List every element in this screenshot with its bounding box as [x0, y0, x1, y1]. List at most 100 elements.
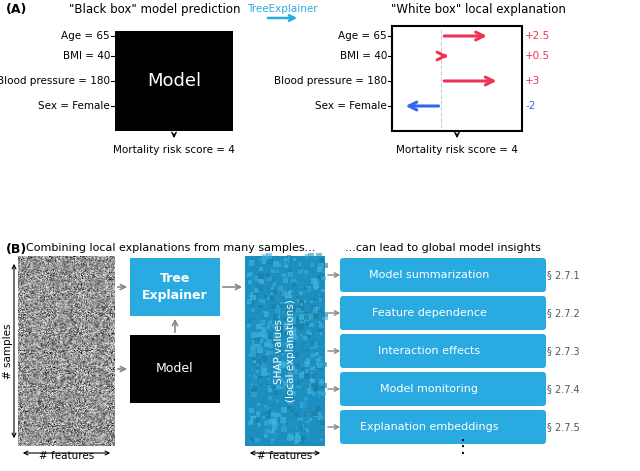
Bar — [292, 354, 295, 357]
Bar — [248, 414, 252, 417]
Bar — [296, 302, 300, 307]
Bar — [269, 290, 275, 296]
Bar — [300, 439, 305, 444]
Bar — [283, 325, 288, 331]
Text: § 2.7.4: § 2.7.4 — [547, 384, 580, 394]
Bar — [283, 317, 286, 320]
Bar — [306, 349, 308, 352]
Bar — [289, 338, 293, 342]
Bar — [305, 358, 310, 363]
Bar — [281, 311, 284, 314]
Bar — [115, 31, 233, 131]
Bar — [269, 260, 272, 263]
Bar — [257, 334, 260, 337]
Bar — [303, 424, 308, 429]
Bar — [276, 356, 280, 359]
Bar — [252, 416, 255, 419]
Bar — [250, 293, 253, 297]
Bar — [318, 423, 321, 426]
Bar — [321, 276, 326, 281]
Bar — [266, 428, 268, 430]
Bar — [277, 417, 282, 422]
Bar — [318, 414, 323, 420]
Bar — [271, 438, 275, 441]
Bar — [301, 268, 303, 271]
Bar — [300, 385, 303, 388]
Bar — [310, 305, 316, 309]
Bar — [268, 378, 269, 380]
Bar — [279, 309, 285, 314]
Bar — [261, 365, 267, 370]
Bar — [303, 417, 305, 419]
Bar — [248, 354, 250, 357]
Bar — [263, 368, 267, 372]
Bar — [252, 347, 255, 350]
Bar — [277, 326, 283, 332]
Bar — [264, 421, 269, 426]
Bar — [255, 364, 258, 367]
Bar — [262, 282, 267, 286]
Bar — [302, 342, 305, 346]
Bar — [287, 348, 294, 354]
Bar — [255, 291, 259, 295]
Bar — [304, 411, 309, 417]
Bar — [318, 263, 324, 268]
Bar — [284, 349, 287, 352]
Bar — [258, 278, 263, 283]
Bar — [312, 438, 316, 443]
Bar — [294, 439, 297, 442]
Bar — [253, 372, 256, 375]
Bar — [282, 294, 287, 299]
Bar — [268, 315, 273, 320]
Bar — [253, 359, 257, 364]
Bar — [294, 353, 297, 355]
Bar — [254, 288, 259, 293]
Bar — [319, 356, 322, 359]
Bar — [292, 316, 296, 320]
Bar — [250, 292, 253, 295]
Bar — [271, 269, 275, 273]
Bar — [307, 314, 312, 319]
Bar — [307, 258, 309, 260]
Bar — [277, 305, 279, 308]
Text: "White box" local explanation: "White box" local explanation — [390, 3, 565, 16]
Bar — [303, 288, 307, 292]
Bar — [303, 362, 308, 367]
Bar — [281, 353, 284, 355]
Bar — [294, 338, 297, 340]
Bar — [256, 359, 261, 365]
Bar — [287, 406, 291, 409]
Bar — [303, 343, 309, 349]
Bar — [314, 410, 319, 416]
Bar — [303, 314, 308, 320]
Bar — [285, 333, 291, 338]
Bar — [283, 322, 289, 328]
Bar — [271, 284, 275, 287]
Bar — [294, 348, 297, 350]
Bar — [271, 442, 273, 444]
Bar — [275, 390, 277, 393]
Bar — [294, 317, 300, 323]
Bar — [305, 330, 310, 335]
Bar — [271, 274, 276, 279]
Bar — [301, 407, 308, 413]
Text: Feature dependence: Feature dependence — [372, 308, 486, 318]
Bar — [316, 346, 318, 348]
Bar — [313, 313, 319, 319]
Text: Interaction effects: Interaction effects — [378, 346, 480, 356]
Bar — [262, 260, 266, 264]
Bar — [291, 436, 294, 439]
Bar — [305, 412, 307, 414]
Bar — [319, 329, 322, 332]
Bar — [291, 409, 294, 412]
Bar — [304, 361, 307, 364]
Bar — [318, 321, 320, 323]
Bar — [255, 370, 257, 373]
Bar — [264, 405, 268, 408]
Bar — [266, 351, 270, 355]
Bar — [253, 353, 258, 357]
Bar — [276, 296, 282, 301]
Bar — [258, 303, 263, 308]
Bar — [249, 374, 251, 376]
Bar — [286, 346, 290, 350]
